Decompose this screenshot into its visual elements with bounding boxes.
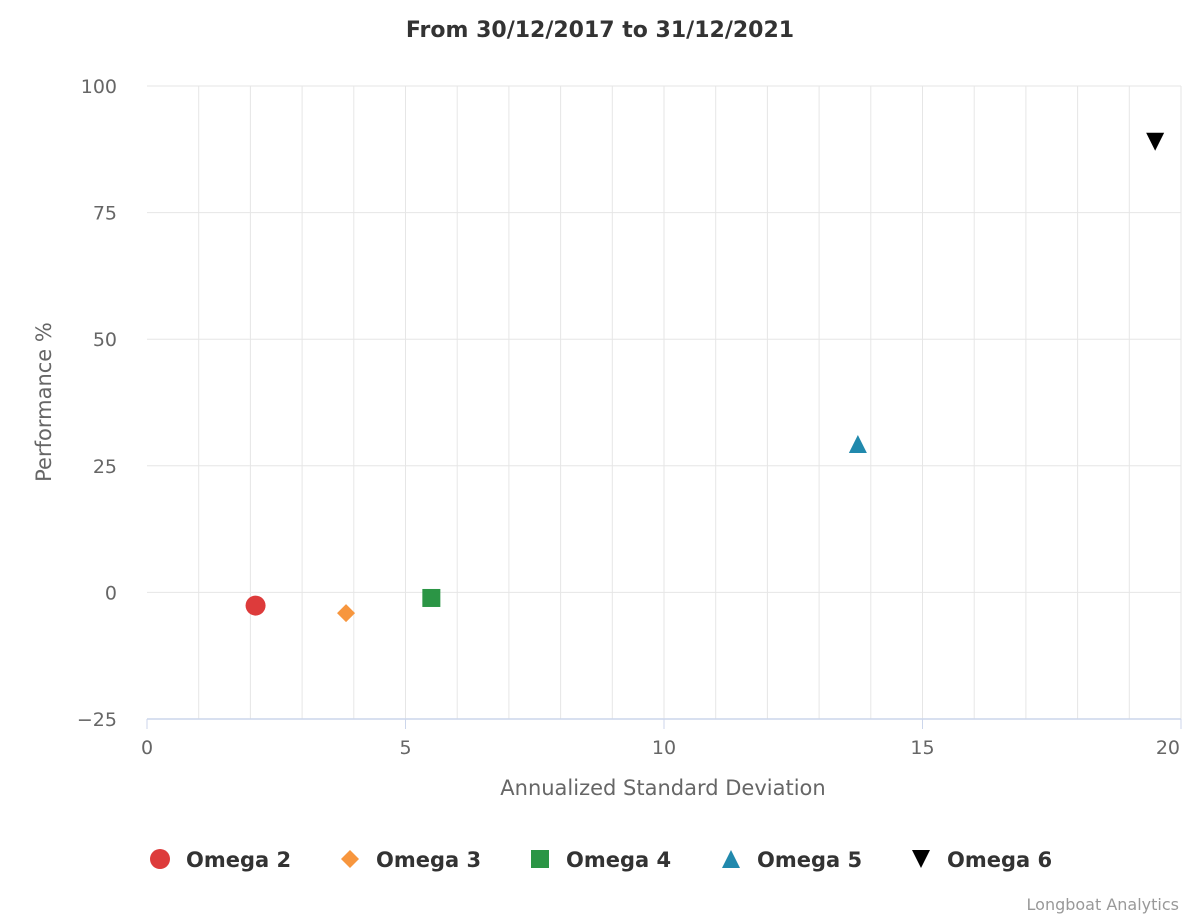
grid: [147, 85, 1182, 719]
x-tick-label: 0: [141, 737, 153, 759]
y-tick-label: 25: [93, 456, 117, 478]
data-point-omega-6[interactable]: [1146, 132, 1165, 151]
legend-item-omega-6[interactable]: Omega 6: [912, 848, 1052, 872]
legend-label: Omega 3: [376, 848, 481, 872]
legend-label: Omega 6: [947, 848, 1052, 872]
x-tick-label: 20: [1156, 737, 1180, 759]
data-point-omega-5[interactable]: [848, 435, 867, 454]
legend-item-omega-2[interactable]: Omega 2: [150, 848, 291, 872]
data-point-omega-4[interactable]: [422, 588, 441, 607]
y-axis-title: Performance %: [32, 322, 56, 482]
x-tick-label: 10: [652, 737, 676, 759]
legend-marker: [150, 849, 170, 869]
legend-marker: [341, 850, 359, 868]
x-tick-label: 15: [910, 737, 934, 759]
legend: Omega 2 Omega 3 Omega 4 Omega 5 Omega 6: [150, 848, 1052, 872]
legend-item-omega-3[interactable]: Omega 3: [341, 848, 481, 872]
credit-label[interactable]: Longboat Analytics: [1027, 895, 1179, 914]
legend-label: Omega 2: [186, 848, 291, 872]
chart-title: From 30/12/2017 to 31/12/2021: [406, 18, 794, 43]
y-tick-label: 75: [93, 203, 117, 225]
legend-marker: [912, 850, 930, 868]
y-tick-label: −25: [77, 709, 117, 731]
data-point-omega-2[interactable]: [245, 595, 266, 616]
x-tick-label: 5: [399, 737, 411, 759]
y-tick-label: 100: [81, 76, 117, 98]
y-tick-label: 0: [105, 582, 117, 604]
axes: 0 5 10 15 20 −25 0 25 50 75 100: [77, 76, 1182, 759]
legend-item-omega-5[interactable]: Omega 5: [722, 848, 862, 872]
data-points: [245, 132, 1165, 623]
legend-label: Omega 4: [566, 848, 671, 872]
legend-marker: [722, 850, 740, 868]
x-axis-title: Annualized Standard Deviation: [500, 776, 825, 800]
legend-marker: [531, 850, 549, 868]
y-tick-label: 50: [93, 329, 117, 351]
legend-label: Omega 5: [757, 848, 862, 872]
legend-item-omega-4[interactable]: Omega 4: [531, 848, 671, 872]
data-point-omega-3[interactable]: [337, 604, 356, 623]
